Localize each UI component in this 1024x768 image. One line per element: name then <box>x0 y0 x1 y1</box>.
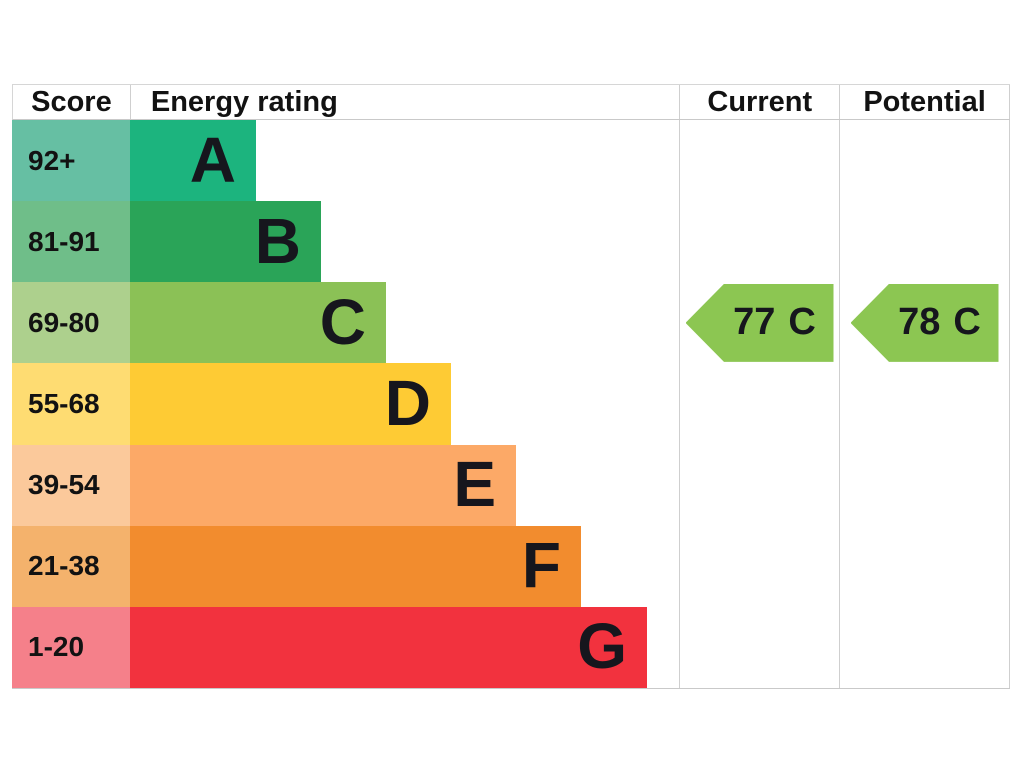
header-energy-rating: Energy rating <box>150 85 338 118</box>
band-bar-d: D <box>130 363 451 445</box>
band-letter-b: B <box>254 204 301 277</box>
score-range-g: 1-20 <box>12 606 130 688</box>
bar-area-c: C <box>130 282 679 364</box>
current-cell-e <box>679 444 839 526</box>
potential-rating-value: 78 <box>898 301 941 344</box>
potential-cell-a <box>839 120 1010 202</box>
potential-cell-e <box>839 444 1010 526</box>
current-rating-value: 77 <box>733 301 776 344</box>
score-range-d: 55-68 <box>12 363 130 445</box>
bar-area-d: D <box>130 363 679 445</box>
potential-cell-g <box>839 606 1010 688</box>
band-row-b: 81-91 B <box>12 201 1010 283</box>
potential-rating-arrow: 78 C <box>850 283 999 362</box>
current-rating-arrow: 77 C <box>685 283 834 362</box>
current-cell-f <box>679 525 839 607</box>
header-score: Score <box>13 85 131 119</box>
band-letter-a: A <box>189 123 236 196</box>
band-letter-c: C <box>319 285 366 358</box>
band-letter-g: G <box>577 610 627 683</box>
band-bar-b: B <box>130 201 321 283</box>
chart-body: 92+ A 81-91 B 69-80 C <box>12 120 1010 689</box>
band-letter-f: F <box>521 529 561 602</box>
band-bar-a: A <box>130 120 256 202</box>
band-row-a: 92+ A <box>12 120 1010 202</box>
current-cell-c: 77 C <box>679 282 839 364</box>
current-cell-d <box>679 363 839 445</box>
potential-rating-text: 78 C <box>898 301 981 344</box>
epc-rating-chart: Score Energy rating Current Potential 92… <box>12 84 1010 689</box>
band-bar-f: F <box>130 525 581 607</box>
band-bar-c: C <box>130 282 386 364</box>
potential-cell-c: 78 C <box>839 282 1010 364</box>
header-current: Current <box>679 85 839 119</box>
chart-header-row: Score Energy rating Current Potential <box>12 84 1010 120</box>
bar-area-b: B <box>130 201 679 283</box>
band-letter-d: D <box>384 366 431 439</box>
band-row-g: 1-20 G <box>12 606 1010 688</box>
current-cell-g <box>679 606 839 688</box>
score-range-c: 69-80 <box>12 282 130 364</box>
bar-area-f: F <box>130 525 679 607</box>
band-letter-e: E <box>453 448 496 521</box>
score-range-f: 21-38 <box>12 525 130 607</box>
current-rating-letter: C <box>788 301 816 344</box>
bar-area-a: A <box>130 120 679 202</box>
potential-rating-letter: C <box>953 301 981 344</box>
header-potential: Potential <box>839 85 1010 119</box>
score-range-b: 81-91 <box>12 201 130 283</box>
band-row-e: 39-54 E <box>12 444 1010 526</box>
current-cell-b <box>679 201 839 283</box>
potential-cell-f <box>839 525 1010 607</box>
band-bar-g: G <box>130 606 647 688</box>
score-range-a: 92+ <box>12 120 130 202</box>
bar-area-g: G <box>130 606 679 688</box>
score-range-e: 39-54 <box>12 444 130 526</box>
current-cell-a <box>679 120 839 202</box>
potential-cell-b <box>839 201 1010 283</box>
bar-area-e: E <box>130 444 679 526</box>
band-bar-e: E <box>130 444 516 526</box>
potential-cell-d <box>839 363 1010 445</box>
band-row-c: 69-80 C 77 C 78 C <box>12 282 1010 364</box>
band-row-d: 55-68 D <box>12 363 1010 445</box>
current-rating-text: 77 C <box>733 301 816 344</box>
band-row-f: 21-38 F <box>12 525 1010 607</box>
